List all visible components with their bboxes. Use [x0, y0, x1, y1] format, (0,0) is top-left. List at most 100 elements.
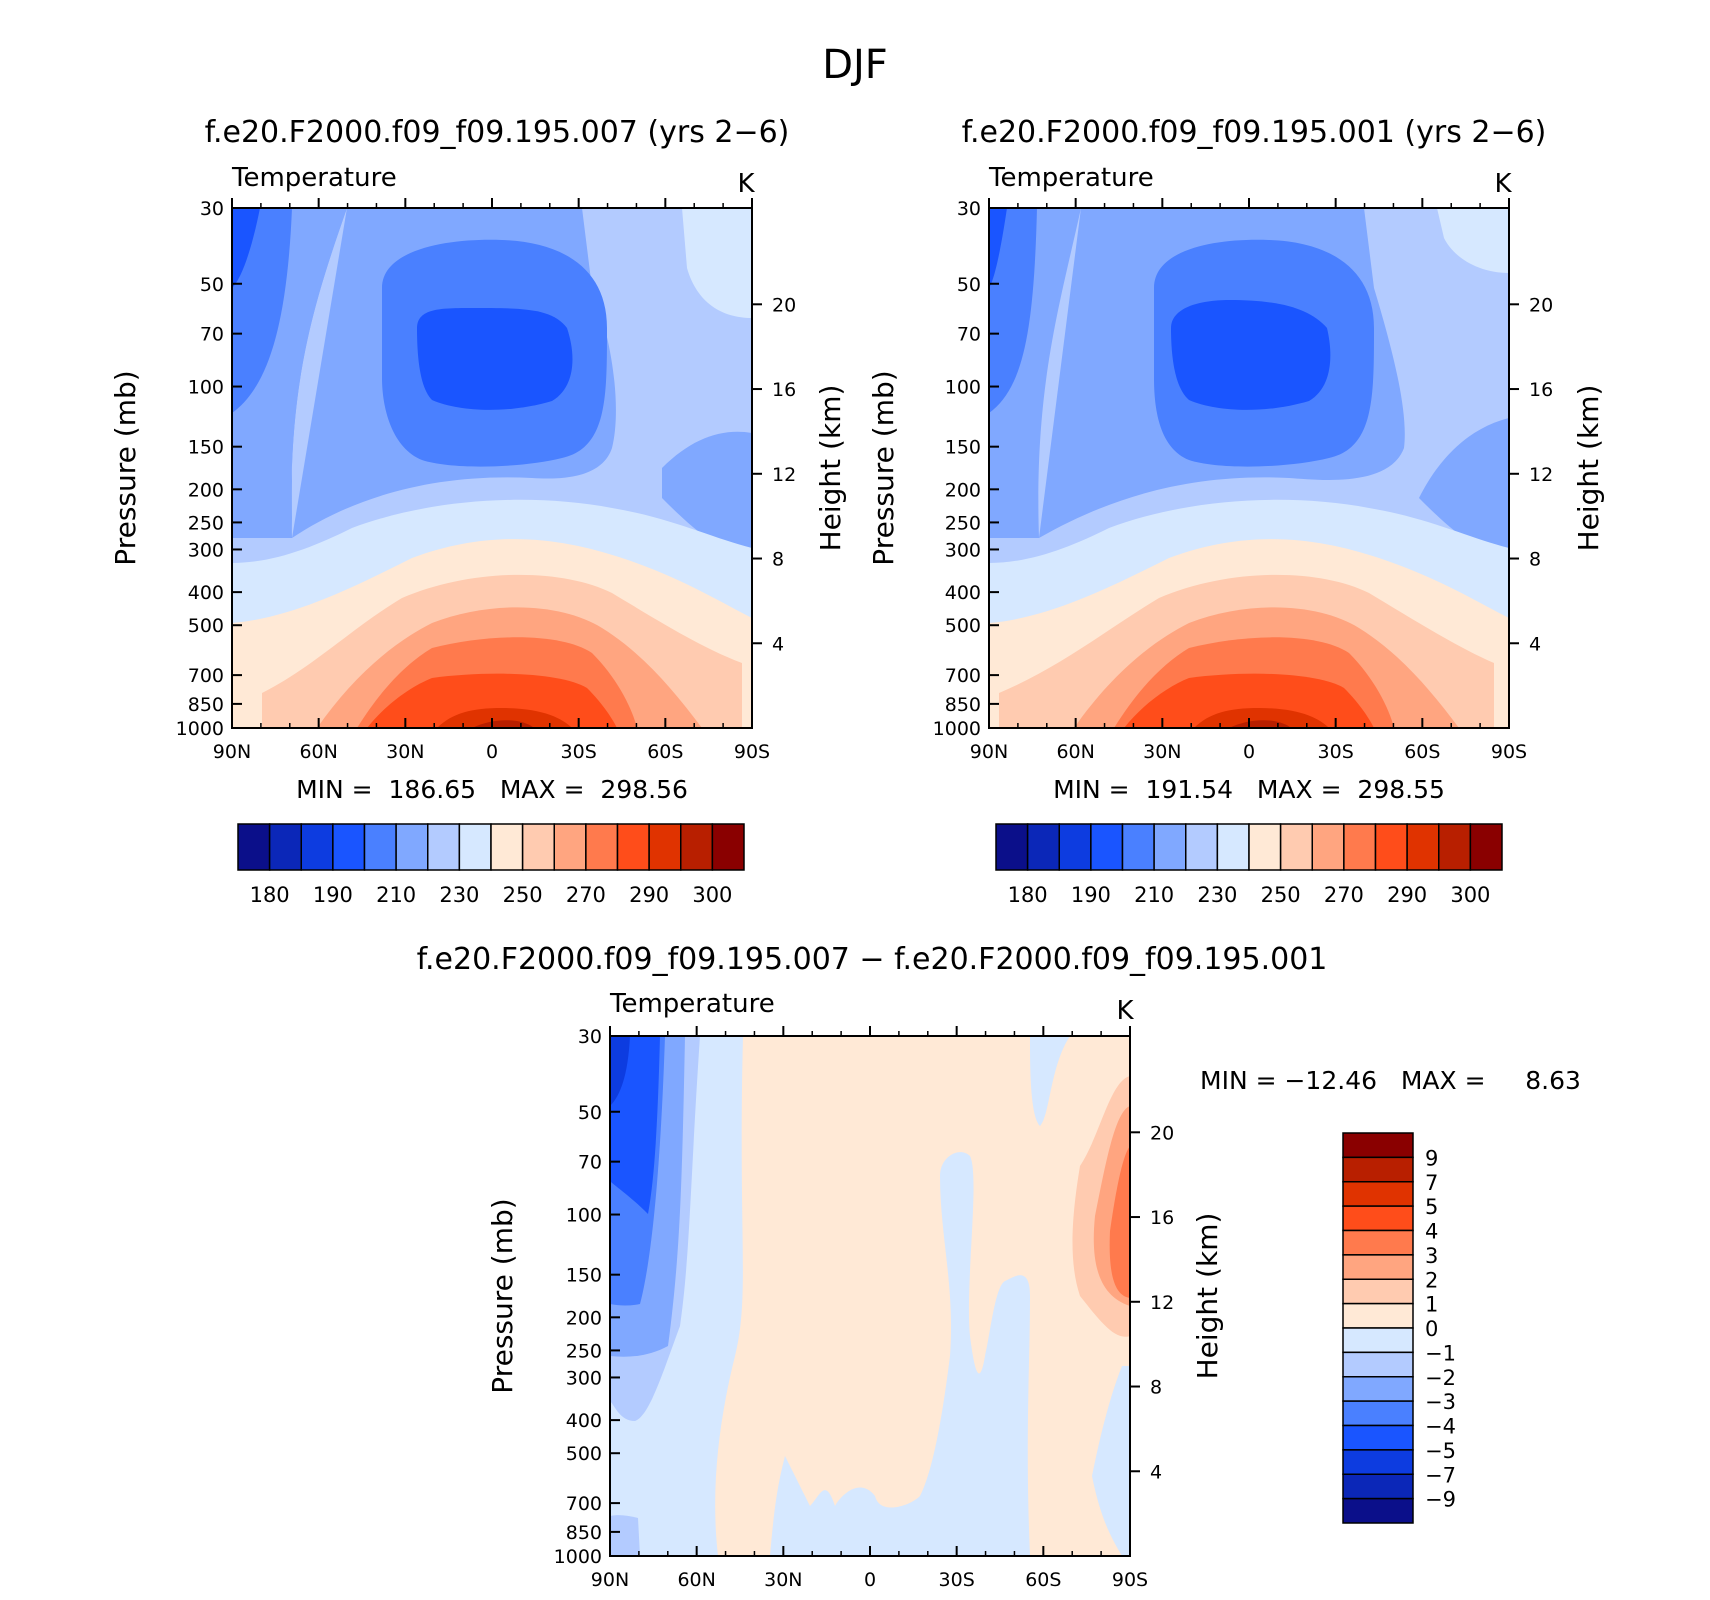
y-tick-label: 850: [188, 694, 224, 716]
band-190-core: [417, 308, 573, 410]
x-tick-label: 30N: [1143, 741, 1181, 763]
y2-tick-label: 8: [772, 549, 784, 571]
colorbar-label: 270: [1324, 883, 1364, 907]
panel-top-left: f.e20.F2000.f09_f09.195.007 (yrs 2−6) Te…: [109, 115, 847, 907]
contour-plot: [231, 207, 753, 729]
contour-plot: [988, 207, 1510, 729]
colorbar-swatch: [1090, 823, 1124, 871]
y-tick-label: 250: [188, 512, 224, 534]
y-tick-label: 250: [566, 1340, 602, 1362]
panel-title: f.e20.F2000.f09_f09.195.001 (yrs 2−6): [962, 115, 1547, 150]
y2-axis-label: Height (km): [814, 385, 847, 552]
colorbar-swatch: [680, 823, 714, 871]
colorbar-swatch: [1342, 1351, 1414, 1378]
colorbar-swatch: [1342, 1327, 1414, 1354]
y-tick-label: 30: [200, 198, 224, 220]
x-tick-label: 0: [1243, 741, 1255, 763]
colorbar-swatch: [1342, 1229, 1414, 1256]
band-295: [1194, 708, 1329, 728]
colorbar-swatch: [237, 823, 271, 871]
colorbar-label: 230: [439, 883, 479, 907]
colorbar: 180 190 210 230 250 270 290 300: [995, 823, 1503, 907]
x-tick-label: 30S: [1318, 741, 1354, 763]
y2-tick-label: 8: [1529, 549, 1541, 571]
band-neg2-surface: [610, 1515, 640, 1556]
colorbar-swatch: [332, 823, 366, 871]
colorbar-swatch: [1342, 1400, 1414, 1427]
band-3-south: [1109, 1146, 1130, 1298]
y-tick-label: 100: [945, 377, 981, 399]
colorbar-swatch: [1058, 823, 1092, 871]
colorbar-label: 210: [1134, 883, 1174, 907]
contour-plot: [609, 1035, 1131, 1557]
x-tick-label: 60S: [1404, 741, 1440, 763]
band-290: [1124, 673, 1374, 728]
colorbar-swatch: [616, 823, 650, 871]
units-label: K: [1494, 169, 1512, 199]
band-210-south: [1419, 418, 1509, 563]
band-210-south: [662, 431, 752, 563]
colorbar-label: −5: [1425, 1439, 1456, 1463]
y-tick-label: 850: [566, 1522, 602, 1544]
colorbar-swatch: [395, 823, 429, 871]
y-tick-label: 100: [566, 1205, 602, 1227]
y-tick-label: 1000: [933, 718, 981, 740]
panel-bottom: f.e20.F2000.f09_f09.195.007 − f.e20.F200…: [417, 942, 1581, 1591]
y-tick-label: 700: [566, 1493, 602, 1515]
colorbar-swatch: [1026, 823, 1060, 871]
x-tick-label: 90N: [970, 741, 1008, 763]
colorbar-swatch: [268, 823, 302, 871]
colorbar-swatch: [363, 823, 397, 871]
colorbar-swatch: [1343, 823, 1377, 871]
y-axis-label: Pressure (mb): [486, 1198, 519, 1393]
y-tick-label: 50: [957, 274, 981, 296]
colorbar-label: 270: [566, 883, 606, 907]
x-tick-label: 60S: [1025, 1569, 1061, 1591]
colorbar-label: 5: [1425, 1195, 1438, 1219]
colorbar-swatch: [1342, 1473, 1414, 1500]
colorbar-swatch: [995, 823, 1029, 871]
y-tick-label: 200: [188, 479, 224, 501]
y-tick-label: 50: [578, 1102, 602, 1124]
colorbar-label: 300: [1450, 883, 1490, 907]
x-tick-label: 60N: [677, 1569, 715, 1591]
colorbar-swatch: [490, 823, 524, 871]
x-tick-label: 90S: [1112, 1569, 1148, 1591]
page-title: DJF: [822, 42, 888, 88]
colorbar-label: 300: [692, 883, 732, 907]
colorbar-label: 210: [376, 883, 416, 907]
min-max-text: MIN = 186.65 MAX = 298.56: [296, 775, 688, 804]
colorbar-swatch: [1469, 823, 1503, 871]
y-tick-label: 200: [945, 479, 981, 501]
colorbar-label: −7: [1425, 1463, 1456, 1487]
y2-tick-label: 16: [1529, 379, 1553, 401]
colorbar-label: 7: [1425, 1171, 1438, 1195]
units-label: K: [1116, 996, 1134, 1026]
y2-tick-label: 4: [1529, 633, 1541, 655]
y-tick-label: 70: [578, 1152, 602, 1174]
x-tick-label: 90N: [591, 1569, 629, 1591]
colorbar-swatch: [1311, 823, 1345, 871]
y-tick-label: 30: [957, 198, 981, 220]
colorbar-label: 180: [250, 883, 290, 907]
y-tick-label: 300: [188, 539, 224, 561]
colorbar-swatch: [1121, 823, 1155, 871]
colorbar-swatch: [648, 823, 682, 871]
y2-axis-label: Height (km): [1191, 1213, 1224, 1380]
band-190-north: [232, 208, 260, 288]
colorbar-swatch: [1438, 823, 1472, 871]
y2-tick-label: 20: [1529, 294, 1553, 316]
x-tick-label: 90S: [1491, 741, 1527, 763]
x-tick-label: 30N: [764, 1569, 802, 1591]
y-tick-label: 500: [188, 615, 224, 637]
y-tick-label: 500: [566, 1443, 602, 1465]
band-300: [1229, 720, 1291, 728]
colorbar-swatch: [1342, 1156, 1414, 1183]
y-tick-label: 70: [200, 324, 224, 346]
y2-tick-label: 12: [1150, 1292, 1174, 1314]
colorbar-swatch: [1216, 823, 1250, 871]
